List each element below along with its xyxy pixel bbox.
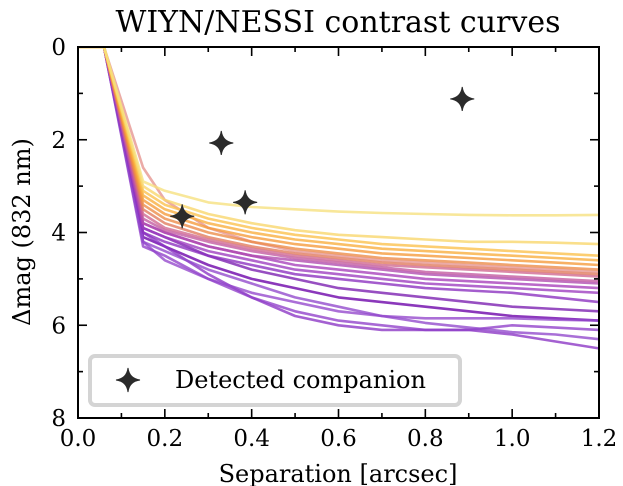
contrast-curve-line-19 <box>78 47 599 246</box>
contrast-curve-line-4 <box>78 47 599 322</box>
contrast-curve-line-7 <box>78 47 599 304</box>
y-axis-label: Δmag (832 nm) <box>8 138 36 326</box>
companion-marker-3 <box>233 190 258 215</box>
contrast-curve-line-16 <box>78 47 599 267</box>
contrast-curve-line-5 <box>78 47 599 341</box>
contrast-curves <box>78 47 599 350</box>
x-tick-label: 0.4 <box>233 426 270 452</box>
contrast-curve-line-1 <box>78 47 599 322</box>
companion-marker-2 <box>209 130 234 156</box>
y-tick-label: 6 <box>51 313 66 339</box>
plot-frame <box>77 46 600 419</box>
contrast-curve-line-3 <box>78 47 599 332</box>
companion-marker-4 <box>450 86 475 112</box>
y-tick-label: 2 <box>51 128 66 154</box>
contrast-curve-line-14 <box>78 47 599 276</box>
x-tick-label: 0.8 <box>407 426 444 452</box>
axis-ticks: 0.0 0.2 0.4 0.6 0.8 1.0 1.2 0 2 4 6 8 <box>51 35 617 452</box>
legend-label: Detected companion <box>175 366 426 394</box>
x-axis-label: Separation [arcsec] <box>219 460 458 486</box>
legend-box <box>88 354 462 407</box>
contrast-curve-line-20 <box>78 47 599 217</box>
contrast-curve-line-17 <box>78 47 599 262</box>
contrast-curve-line-8 <box>78 47 599 295</box>
companion-markers <box>170 86 475 229</box>
x-tick-label: 1.2 <box>581 426 618 452</box>
legend-marker-icon <box>115 367 141 393</box>
x-tick-label: 0.6 <box>320 426 357 452</box>
y-tick-label: 8 <box>51 406 66 432</box>
y-tick-label: 4 <box>51 221 66 247</box>
companion-marker-1 <box>170 204 195 229</box>
contrast-curve-line-13 <box>78 47 599 274</box>
contrast-curve-line-10 <box>78 47 599 285</box>
contrast-curve-line-18 <box>78 47 599 257</box>
chart-title: WIYN/NESSI contrast curves <box>116 5 561 40</box>
x-tick-label: 0.0 <box>60 426 97 452</box>
y-tick-label: 0 <box>51 35 66 61</box>
contrast-curve-line-12 <box>78 47 599 278</box>
legend: Detected companion <box>88 354 462 407</box>
contrast-curve-line-15 <box>78 47 599 271</box>
x-tick-label: 0.2 <box>147 426 184 452</box>
x-tick-label: 1.0 <box>494 426 531 452</box>
contrast-curve-line-11 <box>78 47 599 283</box>
